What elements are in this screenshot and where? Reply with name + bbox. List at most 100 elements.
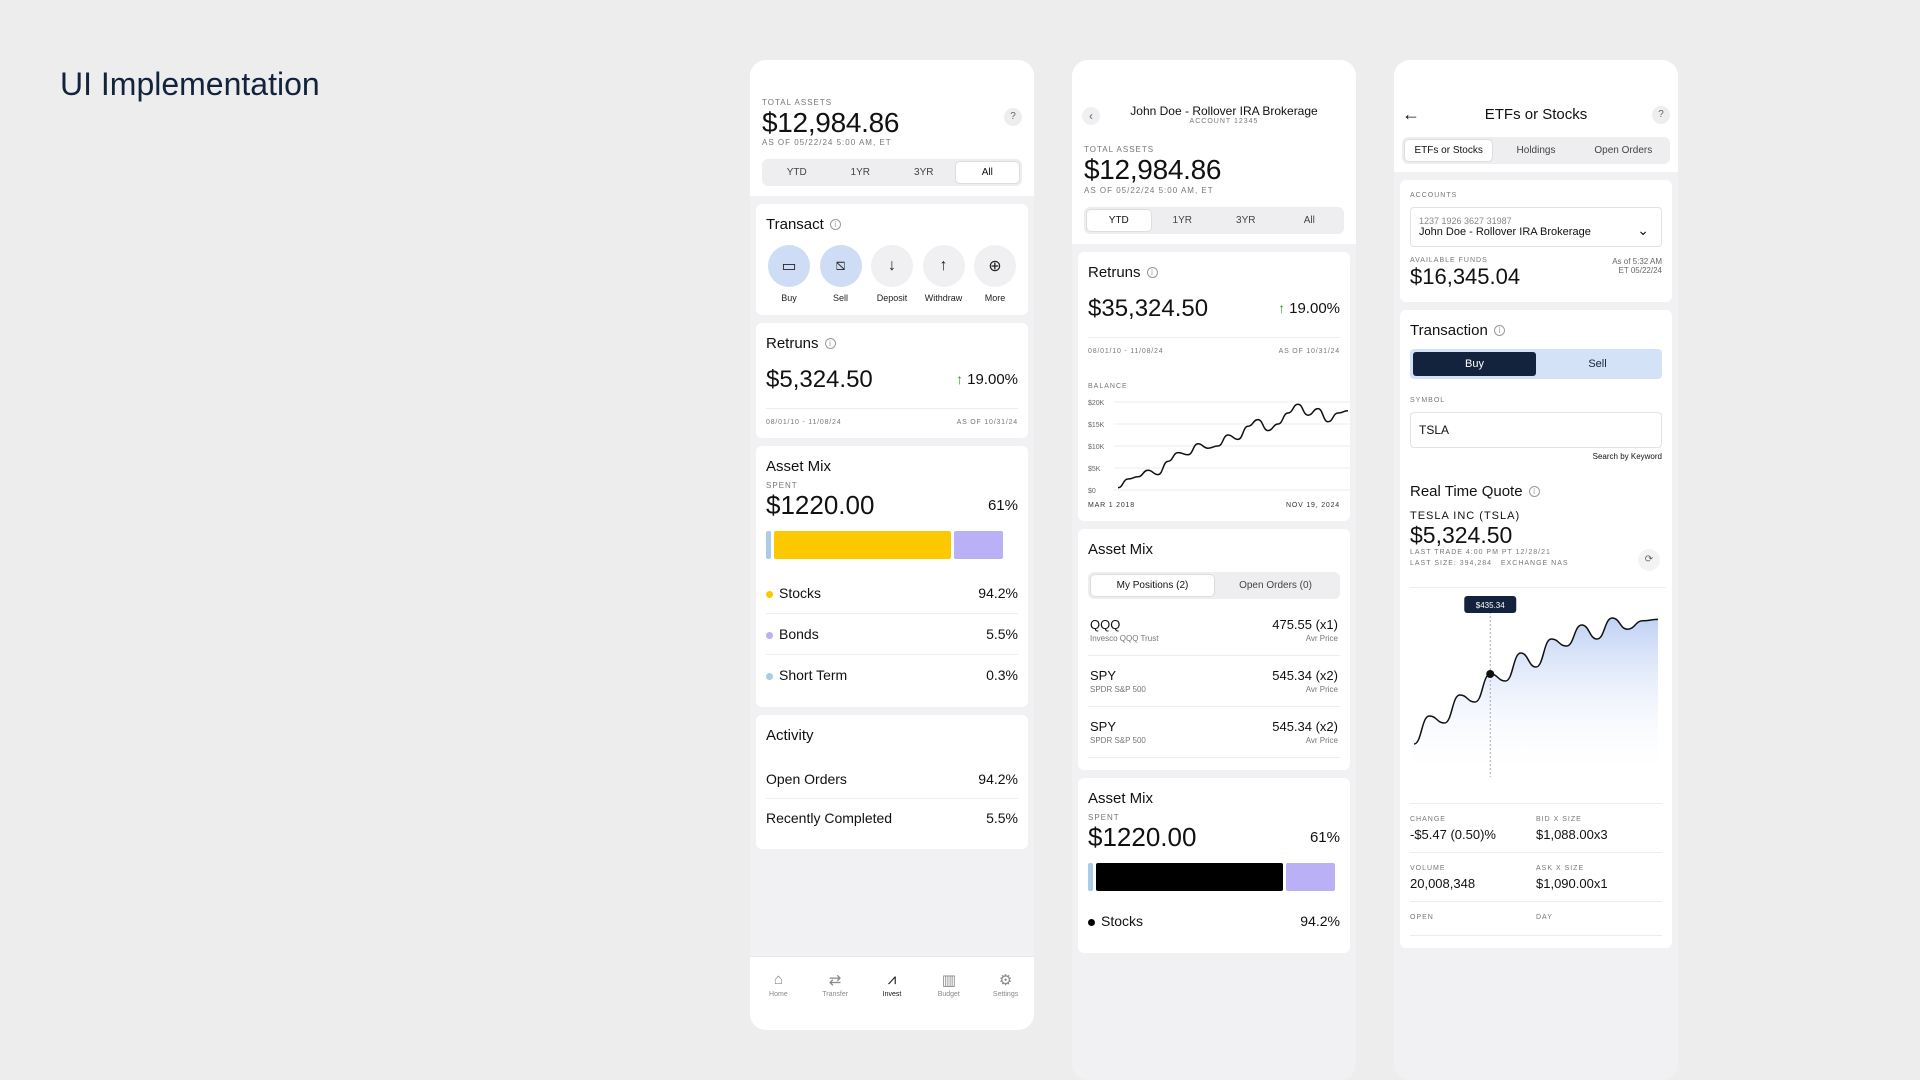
legend-dot xyxy=(1088,919,1095,926)
price-area xyxy=(1414,618,1658,777)
nav-budget[interactable]: ▥ Budget xyxy=(924,971,974,1030)
action-more[interactable]: ⊕ More xyxy=(972,245,1018,303)
price-line xyxy=(1413,617,1659,745)
range-tab[interactable]: 1YR xyxy=(1172,215,1192,226)
account-select[interactable]: 1237 1926 3627 31987 John Doe - Rollover… xyxy=(1410,207,1662,247)
legend-value: 5.5% xyxy=(986,626,1018,642)
nav-label: Invest xyxy=(882,991,902,998)
position-right: 545.34 (x2) Avr Price xyxy=(1272,719,1338,745)
range-tab[interactable]: 3YR xyxy=(1236,215,1256,226)
nav-label: Settings xyxy=(992,991,1019,998)
arrow-up-icon: ↑ xyxy=(1278,300,1286,316)
total-assets-value: $12,984.86 xyxy=(762,107,900,138)
stat-label: OPEN xyxy=(1410,914,1434,921)
nav-settings[interactable]: ⚙ Settings xyxy=(981,971,1031,1030)
buy-button[interactable]: Buy xyxy=(1413,352,1536,376)
range-tab[interactable]: Open Orders (0) xyxy=(1239,580,1312,591)
settings-icon: ⚙ xyxy=(998,972,1013,989)
info-icon[interactable]: i xyxy=(824,338,836,349)
symbol-input[interactable]: TSLA xyxy=(1410,412,1662,448)
home-icon: ⌂ xyxy=(773,971,783,988)
account-name: John Doe - Rollover IRA Brokerage xyxy=(1419,226,1591,238)
nav-transfer[interactable]: ⇄ Transfer xyxy=(810,971,860,1030)
x-end-label: NOV 19, 2024 xyxy=(1286,502,1340,509)
funds-label: AVAILABLE FUNDS xyxy=(1410,257,1488,264)
back-icon[interactable]: ‹ xyxy=(1082,107,1100,125)
position-avr: Avr Price xyxy=(1305,634,1338,643)
total-assets-label: TOTAL ASSETS xyxy=(1084,145,1155,154)
search-keyword-link[interactable]: Search by Keyword xyxy=(1592,452,1662,461)
transact-title: Transact xyxy=(766,216,824,233)
help-icon[interactable]: ? xyxy=(1004,108,1022,126)
help-icon[interactable]: ? xyxy=(1652,105,1670,124)
returns-asof: AS OF 10/31/24 xyxy=(1278,348,1340,355)
stat-cell: CHANGE -$5.47 (0.50)% xyxy=(1410,804,1536,853)
accounts-card: ACCOUNTS 1237 1926 3627 31987 John Doe -… xyxy=(1400,180,1672,302)
position-right: 545.34 (x2) Avr Price xyxy=(1272,668,1338,694)
info-icon[interactable]: i xyxy=(1146,267,1158,278)
nav-home[interactable]: ⌂ Home xyxy=(753,971,803,1030)
action-deposit[interactable]: ↓ Deposit xyxy=(869,245,915,303)
range-selector: YTD 1YR 3YR All xyxy=(762,159,1022,186)
info-icon[interactable]: i xyxy=(1528,486,1540,497)
positions-tabs: My Positions (2) Open Orders (0) xyxy=(1088,572,1340,599)
range-tab[interactable]: All xyxy=(1303,215,1315,226)
position-symbol: QQQ xyxy=(1090,617,1121,632)
range-tab[interactable]: ETFs or Stocks xyxy=(1405,140,1493,161)
spent-pct: 61% xyxy=(1309,829,1340,846)
invest-icon: ⩘ xyxy=(887,971,897,988)
back-arrow-icon[interactable]: ← xyxy=(1402,104,1420,124)
position-row[interactable]: SPY SPDR S&P 500 545.34 (x2) Avr Price xyxy=(1088,707,1340,758)
range-tab[interactable]: Open Orders xyxy=(1594,145,1653,156)
activity-row[interactable]: Recently Completed 5.5% xyxy=(766,799,1018,837)
total-assets-header: TOTAL ASSETS $12,984.86 AS OF 05/22/24 5… xyxy=(750,60,1034,196)
legend-name: Short Term xyxy=(779,667,848,683)
range-tab[interactable]: My Positions (2) xyxy=(1091,575,1214,596)
quote-value: $5,324.50 xyxy=(1410,522,1513,548)
as-of-text: AS OF 05/22/24 5:00 AM, ET xyxy=(1084,186,1214,195)
account-number: 1237 1926 3627 31987 xyxy=(1419,216,1512,226)
bar-segment xyxy=(766,531,771,559)
last-size: LAST SIZE: 394,284 xyxy=(1410,560,1493,567)
stat-value: -$5.47 (0.50)% xyxy=(1410,827,1496,842)
transfer-icon: ⇄ xyxy=(828,972,842,989)
action-label: Buy xyxy=(781,293,797,303)
range-tab[interactable]: YTD xyxy=(1087,210,1151,231)
spent-label: SPENT xyxy=(1088,813,1120,822)
range-tab[interactable]: 1YR xyxy=(850,167,870,178)
position-name: SPDR S&P 500 xyxy=(1090,736,1146,745)
asset-mix-bar xyxy=(766,531,1018,559)
position-symbol: SPY xyxy=(1090,719,1117,734)
position-row[interactable]: SPY SPDR S&P 500 545.34 (x2) Avr Price xyxy=(1088,656,1340,707)
phone-overview: TOTAL ASSETS $12,984.86 AS OF 05/22/24 5… xyxy=(750,60,1034,1030)
plus-circle-icon: ⊕ xyxy=(974,245,1016,287)
legend-name: Stocks xyxy=(779,585,822,601)
position-row[interactable]: QQQ Invesco QQQ Trust 475.55 (x1) Avr Price xyxy=(1088,605,1340,656)
range-tab[interactable]: All xyxy=(955,162,1019,183)
bar-segment xyxy=(1088,863,1093,891)
stat-label: DAY xyxy=(1536,914,1553,921)
action-buy[interactable]: ▭ Buy xyxy=(766,245,812,303)
nav-invest[interactable]: ⩘ Invest xyxy=(867,971,917,1030)
range-tab[interactable]: YTD xyxy=(786,167,807,178)
legend-dot xyxy=(766,673,773,680)
info-icon[interactable]: i xyxy=(829,219,841,230)
hover-point[interactable] xyxy=(1486,670,1495,678)
stat-cell: DAY xyxy=(1536,902,1662,936)
action-withdraw[interactable]: ↑ Withdraw xyxy=(921,245,967,303)
funds-value: $16,345.04 xyxy=(1410,264,1521,289)
info-icon[interactable]: i xyxy=(1493,325,1505,336)
legend-dot xyxy=(766,591,773,598)
range-tab[interactable]: 3YR xyxy=(914,167,934,178)
sell-icon: ⧅ xyxy=(819,245,862,287)
refresh-icon[interactable]: ⟳ xyxy=(1638,549,1660,571)
action-sell[interactable]: ⧅ Sell xyxy=(818,245,864,303)
trade-tabs: ETFs or Stocks Holdings Open Orders xyxy=(1402,137,1670,164)
returns-title: Retruns xyxy=(766,335,819,352)
activity-row[interactable]: Open Orders 94.2% xyxy=(766,760,1018,799)
position-name: Invesco QQQ Trust xyxy=(1090,634,1159,643)
sell-button[interactable]: Sell xyxy=(1588,358,1607,370)
range-tab[interactable]: Holdings xyxy=(1516,145,1556,156)
arrow-up-icon: ↑ xyxy=(956,371,964,387)
accounts-label: ACCOUNTS xyxy=(1410,192,1458,199)
